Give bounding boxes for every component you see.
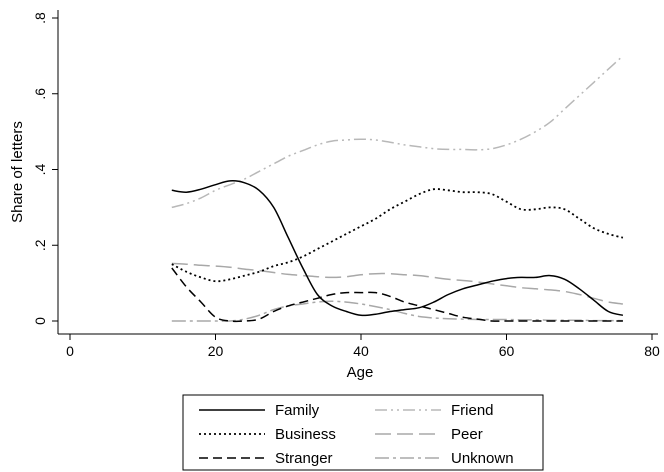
y-axis: 0 .2 .4 .6 .8	[32, 12, 58, 325]
y-tick-label: .6	[32, 88, 48, 100]
legend-label-family: Family	[275, 402, 320, 419]
series-line-business	[171, 188, 624, 283]
y-tick-label: 0	[32, 317, 48, 325]
series-line-unknown	[171, 300, 623, 322]
series-line-friend	[171, 55, 624, 209]
plot-area	[57, 10, 658, 335]
y-axis-title: Share of letters	[9, 121, 26, 223]
legend-label-friend: Friend	[451, 402, 494, 419]
y-tick-label: .2	[32, 239, 48, 251]
legend: Family Friend Business Peer Stranger Unknown	[182, 394, 544, 471]
x-tick-label: 80	[644, 343, 660, 359]
x-axis-title: Age	[347, 364, 374, 381]
y-tick-label: .8	[32, 12, 48, 24]
x-axis: 0 20 40 60 80	[66, 334, 660, 359]
x-tick-label: 0	[66, 343, 74, 359]
series-line-family	[171, 180, 624, 317]
x-tick-label: 20	[208, 343, 224, 359]
legend-label-business: Business	[275, 426, 336, 443]
legend-box	[182, 394, 544, 471]
x-tick-label: 60	[499, 343, 515, 359]
series-layer	[171, 55, 624, 323]
legend-label-peer: Peer	[451, 426, 483, 443]
legend-label-unknown: Unknown	[451, 450, 514, 467]
series-line-stranger	[171, 267, 623, 323]
series-line-peer	[171, 262, 624, 305]
x-tick-label: 40	[353, 343, 369, 359]
y-tick-label: .4	[32, 163, 48, 175]
legend-label-stranger: Stranger	[275, 450, 333, 467]
